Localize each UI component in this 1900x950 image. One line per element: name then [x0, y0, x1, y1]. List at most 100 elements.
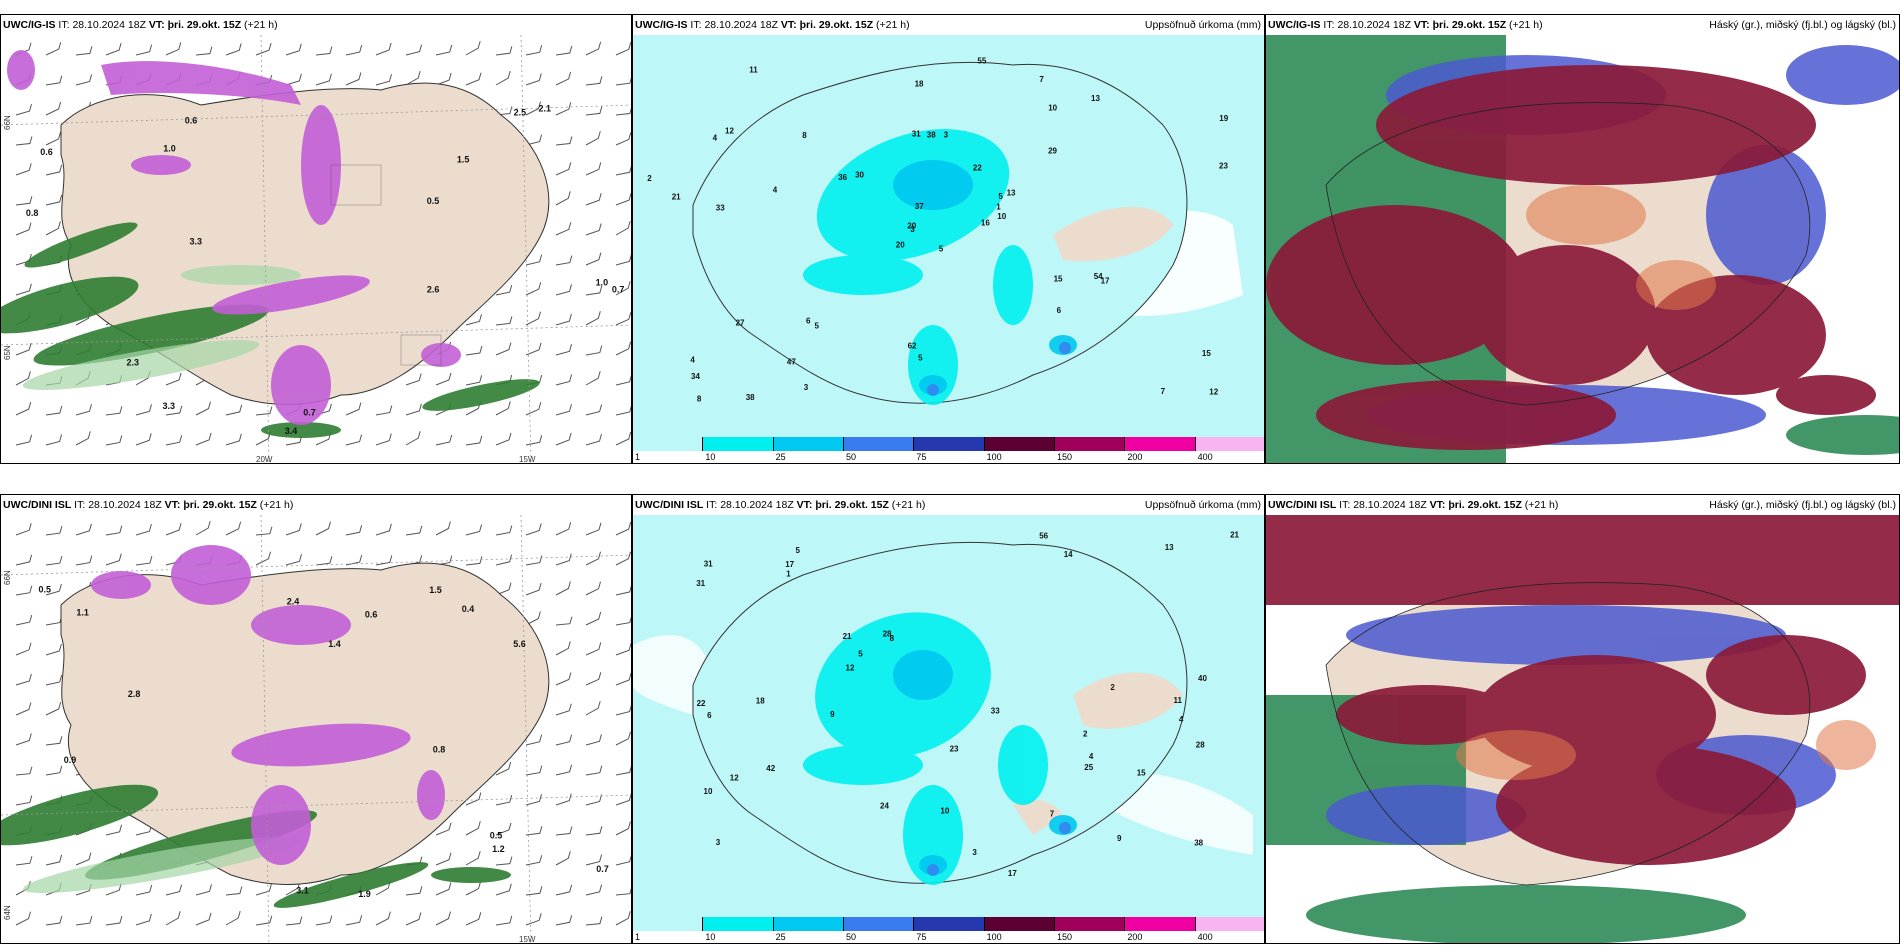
- map-value-label: 1.5: [429, 585, 442, 595]
- colorbar-swatch: [703, 917, 774, 931]
- wind-barb: [405, 886, 423, 896]
- map-value-label: 3.3: [190, 236, 203, 246]
- colorbar-tick: 25: [775, 452, 786, 462]
- map-value-label: 9: [1117, 834, 1122, 843]
- map-value-label: 10: [997, 212, 1006, 221]
- map-value-label: 34: [691, 372, 700, 381]
- wind-barb: [435, 911, 451, 926]
- map-value-label: 12: [730, 774, 739, 783]
- wind-barb: [375, 433, 392, 446]
- wind-barb: [45, 765, 63, 776]
- wind-barb: [495, 525, 513, 536]
- wind-barb: [15, 196, 33, 206]
- map-panel-accum-precip-bottom: UWC/DINI ISL IT: 28.10.2024 18Z VT: þri.…: [632, 494, 1265, 944]
- wind-barb: [75, 431, 91, 446]
- wind-barb: [165, 884, 183, 896]
- colorbar-swatch: [844, 437, 915, 451]
- wind-barb: [105, 525, 123, 536]
- wind-barb: [585, 551, 601, 566]
- wind-barb: [585, 106, 603, 116]
- wind-barb: [45, 194, 63, 206]
- wind-barb: [615, 405, 631, 416]
- wind-barb: [15, 795, 33, 806]
- wind-barb: [495, 794, 513, 806]
- wind-barb: [555, 703, 572, 716]
- panel-title: Háský (gr.), miðský (fj.bl.) og lágský (…: [1709, 499, 1896, 511]
- panel-title: Uppsöfnuð úrkoma (mm): [1144, 19, 1261, 31]
- wind-barb: [585, 404, 603, 416]
- colorbar-swatch: [773, 437, 844, 451]
- wind-barb: [45, 221, 61, 236]
- wind-barb: [615, 165, 631, 176]
- map-value-label: 14: [1064, 550, 1073, 559]
- map-value-label: 31: [912, 129, 921, 138]
- wind-barb: [15, 163, 32, 176]
- map-value-label: 4: [713, 133, 718, 142]
- wind-barb: [615, 341, 631, 356]
- wind-barb: [525, 794, 542, 806]
- map-value-label: 18: [756, 696, 765, 705]
- wind-barb: [495, 761, 512, 776]
- wind-barb: [615, 42, 631, 56]
- wind-barb: [555, 432, 572, 446]
- wind-barb: [195, 884, 212, 896]
- wind-barb: [525, 611, 541, 626]
- map-value-label: 6: [806, 316, 811, 325]
- wind-barb: [405, 70, 421, 86]
- wind-barb: [465, 375, 483, 386]
- map-value-label: 22: [697, 699, 706, 708]
- wind-barb: [525, 886, 543, 896]
- wind-barb: [345, 525, 363, 536]
- wind-barb: [615, 312, 631, 326]
- wind-barb: [45, 915, 63, 926]
- colorbar-swatch: [1195, 437, 1264, 451]
- wind-barb: [555, 45, 573, 56]
- colorbar-swatch: [703, 437, 774, 451]
- colorbar-tick: 10: [705, 452, 716, 462]
- wind-barb: [465, 851, 481, 866]
- wind-barb: [285, 523, 302, 536]
- map-value-label: 4: [773, 186, 778, 195]
- colorbar-tick: 1: [635, 932, 641, 942]
- map-value-label: 4: [1179, 715, 1184, 724]
- colorbar-swatch: [1125, 437, 1196, 451]
- wind-barb: [495, 432, 512, 446]
- wind-barb: [585, 371, 601, 386]
- wind-barb: [375, 523, 392, 536]
- wind-barb: [15, 911, 31, 926]
- map-value-label: 31: [704, 559, 713, 568]
- map-value-label: 20: [896, 241, 905, 250]
- wind-barb: [15, 766, 33, 776]
- wind-barb: [255, 883, 272, 896]
- map-value-label: 7: [1039, 75, 1044, 84]
- wind-barb: [75, 46, 93, 56]
- wind-barb: [45, 164, 63, 176]
- colorbar-swatch: [1055, 437, 1126, 451]
- map-value-label: 0.4: [462, 604, 475, 614]
- panel-title: Uppsöfnuð úrkoma (mm): [1144, 499, 1261, 511]
- wind-barb: [525, 402, 542, 416]
- lon-label: 15W: [519, 935, 536, 944]
- map-value-label: 1: [996, 202, 1001, 211]
- wind-barb: [75, 404, 92, 416]
- wind-barb: [495, 70, 511, 86]
- map-value-label: 38: [927, 131, 936, 140]
- wind-barb: [225, 433, 242, 446]
- wind-barb: [375, 555, 393, 566]
- wind-barb: [585, 672, 602, 686]
- wind-barb: [225, 404, 243, 416]
- map-value-label: 13: [1091, 94, 1100, 103]
- wind-barb: [585, 854, 603, 866]
- wind-barb: [495, 915, 513, 926]
- panel-header: UWC/IG-IS IT: 28.10.2024 18Z VT: þri. 29…: [1266, 15, 1899, 35]
- wind-barb: [75, 852, 92, 866]
- map-panel-precip-wind-bottom: UWC/DINI ISL IT: 28.10.2024 18Z VT: þri.…: [0, 494, 632, 944]
- wind-barb: [105, 824, 123, 836]
- map-value-label: 10: [940, 807, 949, 816]
- wind-barb: [615, 107, 631, 116]
- map-value-label: 13: [1007, 189, 1016, 198]
- precip-colorbar: 1 10 25 50 75 100 150 200 400: [633, 915, 1264, 943]
- map-value-label: 15: [1137, 769, 1146, 778]
- wind-barb: [105, 553, 122, 566]
- wind-barb: [375, 74, 392, 86]
